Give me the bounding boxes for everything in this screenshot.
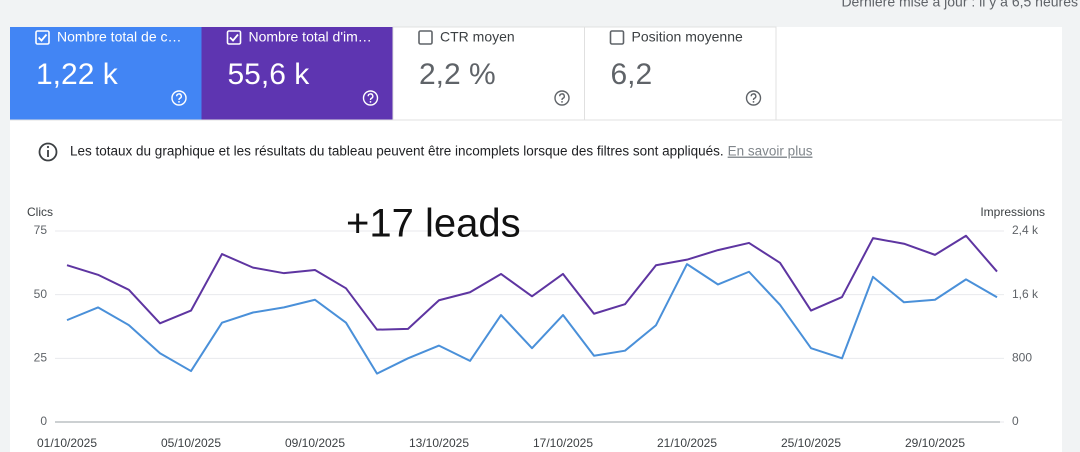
- checkbox: [609, 30, 625, 45]
- tile-bg: [201, 27, 393, 120]
- y-tick-label: 25: [34, 351, 48, 365]
- metric-tiles: Nombre total de c… 1,22 k Nombre total d'i…: [10, 26, 777, 121]
- x-tick-label: 05/10/2025: [161, 436, 221, 450]
- y2-axis-title: Impressions: [980, 205, 1045, 219]
- checkmark: [229, 33, 239, 42]
- notice-link[interactable]: En savoir plus: [728, 144, 813, 159]
- metric-label: CTR moyen: [440, 29, 515, 45]
- metric-tile[interactable]: Nombre total de c… 1,22 k: [10, 27, 202, 120]
- metric-tile[interactable]: Position moyenne 6,2: [584, 26, 777, 121]
- info-icon-dot: [46, 145, 50, 149]
- help-icon: [554, 90, 570, 106]
- y2-tick-label: 0: [1012, 414, 1019, 428]
- y-tick-label: 75: [34, 223, 48, 237]
- checkbox: [35, 30, 50, 45]
- metric-label: Nombre total d'im…: [249, 29, 372, 45]
- help-icon-mark: [750, 93, 757, 101]
- help-icon: [362, 90, 379, 106]
- x-tick-label: 13/10/2025: [409, 436, 469, 450]
- tile-bg: [392, 26, 585, 121]
- y-axis-title: Clics: [27, 205, 53, 219]
- metric-value: 1,22 k: [36, 58, 119, 91]
- x-tick-label: 29/10/2025: [905, 436, 965, 450]
- x-tick-label: 25/10/2025: [781, 436, 841, 450]
- y2-tick-label: 2,4 k: [1012, 223, 1039, 237]
- checkbox: [418, 30, 433, 45]
- help-icon: [171, 90, 187, 106]
- checkbox: [226, 30, 242, 45]
- metric-value: 55,6 k: [228, 58, 311, 91]
- y-tick-label: 0: [40, 414, 47, 428]
- series-line: [66, 234, 998, 331]
- tile-bg: [10, 27, 202, 120]
- metric-tile[interactable]: Nombre total d'im… 55,6 k: [201, 27, 394, 120]
- metric-value: 2,2 %: [419, 58, 496, 91]
- help-icon-dot: [561, 101, 563, 103]
- last-update: Dernière mise à jour : il y a 6,5 heures: [841, 0, 1078, 10]
- metric-tile[interactable]: CTR moyen 2,2 %: [392, 26, 585, 121]
- help-icon-mark: [367, 93, 374, 101]
- x-tick-label: 17/10/2025: [533, 436, 593, 450]
- help-icon-dot: [369, 101, 372, 103]
- info-icon: [38, 142, 58, 162]
- metric-label: Position moyenne: [632, 29, 744, 45]
- metric-label: Nombre total de c…: [57, 29, 182, 45]
- x-tick-label: 09/10/2025: [285, 436, 345, 450]
- annotation: +17 leads: [346, 202, 521, 246]
- metric-value: 6,2: [611, 58, 653, 91]
- help-icon: [745, 90, 762, 106]
- help-icon-dot: [178, 101, 180, 103]
- checkmark: [37, 33, 48, 42]
- x-tick-label: 01/10/2025: [37, 436, 97, 450]
- x-tick-label: 21/10/2025: [657, 436, 717, 450]
- notice-text: Les totaux du graphique et les résultats…: [70, 144, 724, 159]
- help-icon-dot: [752, 101, 755, 103]
- series-line: [66, 263, 998, 375]
- y-tick-label: 50: [34, 287, 48, 301]
- y2-tick-label: 800: [1012, 351, 1032, 365]
- y2-tick-label: 1,6 k: [1012, 287, 1039, 301]
- help-icon-mark: [558, 93, 565, 101]
- tile-bg: [584, 26, 777, 121]
- help-icon-mark: [175, 93, 182, 101]
- chart: 0 25 50 75 0 800 1,6 k 2,4 k 01/10/2025 05/10/202…: [34, 223, 1039, 450]
